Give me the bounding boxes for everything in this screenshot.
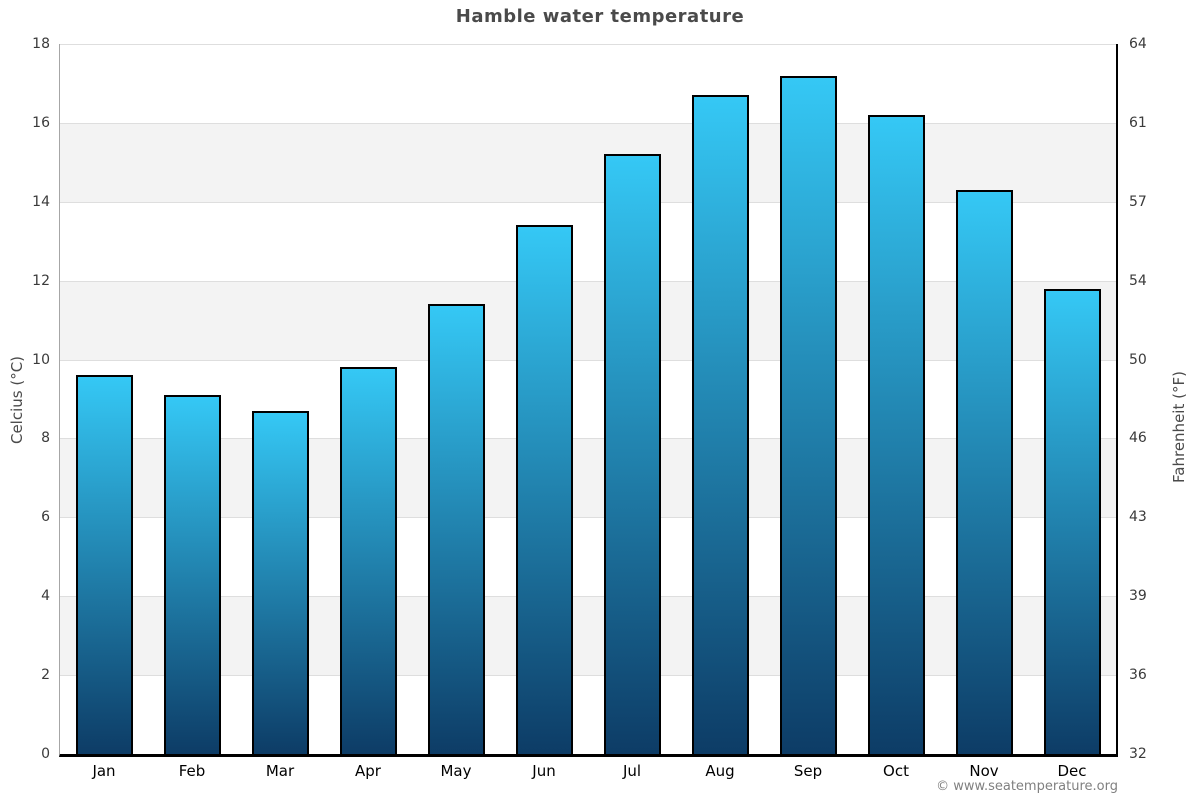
month-label-feb: Feb — [178, 762, 206, 780]
left-tick-label: 0 — [41, 746, 50, 762]
right-tick-label: 64 — [1129, 36, 1147, 52]
plot-band — [60, 438, 1116, 518]
right-tick-label: 54 — [1129, 272, 1147, 289]
left-tick-label: 12 — [32, 272, 50, 289]
left-tick-label: 2 — [41, 667, 50, 684]
plot-band — [60, 359, 1116, 439]
bar-jun — [515, 225, 573, 754]
bar-may — [427, 304, 485, 754]
left-tick-label: 8 — [41, 430, 50, 447]
month-label-jun: Jun — [532, 762, 556, 780]
month-label-jan: Jan — [92, 762, 116, 780]
right-tick-label: 46 — [1129, 430, 1147, 447]
gridline — [60, 122, 1116, 124]
bar-feb — [163, 395, 221, 754]
month-label-nov: Nov — [969, 762, 999, 780]
bar-sep — [779, 76, 837, 754]
bar-aug — [691, 95, 749, 754]
bar-oct — [867, 115, 925, 754]
plot-band — [60, 280, 1116, 360]
right-tick-label: 50 — [1129, 351, 1147, 368]
right-tick-label: 57 — [1129, 193, 1147, 210]
month-label-jul: Jul — [622, 762, 642, 780]
bar-jan — [75, 375, 133, 754]
gridline — [60, 44, 1116, 45]
plot-band — [60, 675, 1116, 754]
right-tick-label: 43 — [1129, 509, 1147, 526]
gridline — [60, 359, 1116, 361]
gridline — [60, 675, 1116, 677]
plot-band — [60, 122, 1116, 202]
bar-dec — [1043, 289, 1101, 754]
month-label-dec: Dec — [1057, 762, 1087, 780]
gridline — [60, 517, 1116, 519]
gridline — [60, 596, 1116, 598]
month-label-mar: Mar — [265, 762, 295, 780]
plot-area — [59, 44, 1118, 757]
plot-band — [60, 596, 1116, 676]
left-tick-label: 16 — [32, 114, 50, 131]
gridline — [60, 201, 1116, 203]
gridline — [60, 280, 1116, 282]
bar-nov — [955, 190, 1013, 754]
month-label-may: May — [440, 762, 472, 780]
left-tick-label: 14 — [32, 193, 50, 210]
right-tick-label: 39 — [1129, 588, 1147, 605]
left-tick-label: 10 — [32, 351, 50, 368]
right-tick-label: 61 — [1129, 114, 1147, 131]
left-tick-label: 4 — [41, 588, 50, 605]
copyright-watermark: © www.seatemperature.org — [936, 779, 1118, 794]
month-label-sep: Sep — [793, 762, 823, 780]
plot-band — [60, 44, 1116, 123]
bar-jul — [603, 154, 661, 754]
right-tick-label: 36 — [1129, 667, 1147, 684]
chart-title: Hamble water temperature — [455, 6, 745, 27]
left-tick-label: 6 — [41, 509, 50, 526]
month-label-apr: Apr — [355, 762, 381, 780]
plot-band — [60, 201, 1116, 281]
gridline — [60, 438, 1116, 440]
month-label-aug: Aug — [705, 762, 735, 780]
plot-band — [60, 517, 1116, 597]
left-tick-label: 18 — [32, 36, 50, 52]
bar-apr — [339, 367, 397, 754]
month-label-oct: Oct — [883, 762, 909, 780]
bar-mar — [251, 411, 309, 754]
right-tick-label: 32 — [1129, 746, 1147, 762]
right-axis-title: Fahrenheit (°F) — [1170, 371, 1188, 483]
